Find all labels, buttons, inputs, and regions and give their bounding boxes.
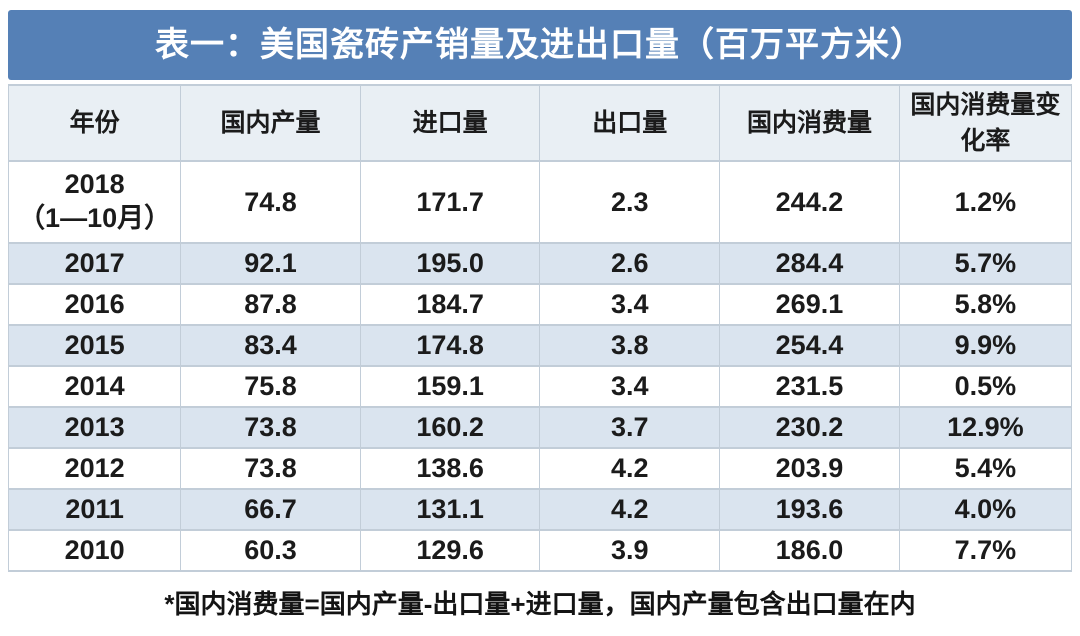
change-rate-cell: 4.0% bbox=[898, 488, 1073, 531]
exports-cell: 3.4 bbox=[539, 283, 721, 326]
year-cell: 2013 bbox=[7, 406, 182, 449]
production-cell: 83.4 bbox=[180, 324, 361, 367]
exports-cell: 3.8 bbox=[539, 324, 721, 367]
year-cell: 2018 （1—10月） bbox=[7, 160, 182, 244]
table-footnote: *国内消费量=国内产量-出口量+进口量，国内产量包含出口量在内 bbox=[164, 589, 916, 619]
table-row-2014: 2014 75.8 159.1 3.4 231.5 0.5% bbox=[7, 365, 1073, 408]
table-title-bar: 表一：美国瓷砖产销量及进出口量（百万平方米） bbox=[8, 10, 1072, 80]
year-cell: 2016 bbox=[7, 283, 182, 326]
year-cell: 2014 bbox=[7, 365, 182, 408]
data-table: 年份 国内产量 进口量 出口量 国内消费量 国内消费量变化率 2018 （1—1… bbox=[7, 84, 1073, 572]
table-row-2012: 2012 73.8 138.6 4.2 203.9 5.4% bbox=[7, 447, 1073, 490]
imports-cell: 138.6 bbox=[359, 447, 541, 490]
consumption-cell: 186.0 bbox=[719, 529, 900, 572]
production-cell: 73.8 bbox=[180, 406, 361, 449]
column-header-exports: 出口量 bbox=[539, 84, 721, 162]
table-row-2017: 2017 92.1 195.0 2.6 284.4 5.7% bbox=[7, 242, 1073, 285]
year-period-note: （1—10月） bbox=[18, 203, 172, 234]
consumption-cell: 230.2 bbox=[719, 406, 900, 449]
production-cell: 87.8 bbox=[180, 283, 361, 326]
table-body: 2018 （1—10月） 74.8 171.7 2.3 244.2 1.2% 2… bbox=[7, 160, 1073, 572]
change-rate-cell: 12.9% bbox=[898, 406, 1073, 449]
table-header: 年份 国内产量 进口量 出口量 国内消费量 国内消费量变化率 bbox=[7, 84, 1073, 162]
consumption-cell: 269.1 bbox=[719, 283, 900, 326]
table-row-2011: 2011 66.7 131.1 4.2 193.6 4.0% bbox=[7, 488, 1073, 531]
change-rate-cell: 1.2% bbox=[898, 160, 1073, 244]
production-cell: 92.1 bbox=[180, 242, 361, 285]
exports-cell: 3.7 bbox=[539, 406, 721, 449]
table-row-2018: 2018 （1—10月） 74.8 171.7 2.3 244.2 1.2% bbox=[7, 160, 1073, 244]
consumption-cell: 254.4 bbox=[719, 324, 900, 367]
change-rate-cell: 0.5% bbox=[898, 365, 1073, 408]
year-cell: 2011 bbox=[7, 488, 182, 531]
exports-cell: 4.2 bbox=[539, 447, 721, 490]
imports-cell: 129.6 bbox=[359, 529, 541, 572]
column-header-year: 年份 bbox=[7, 84, 182, 162]
change-rate-cell: 5.8% bbox=[898, 283, 1073, 326]
change-rate-cell: 7.7% bbox=[898, 529, 1073, 572]
imports-cell: 160.2 bbox=[359, 406, 541, 449]
exports-cell: 3.4 bbox=[539, 365, 721, 408]
exports-cell: 4.2 bbox=[539, 488, 721, 531]
table-title: 表一：美国瓷砖产销量及进出口量（百万平方米） bbox=[155, 26, 925, 64]
exports-cell: 2.6 bbox=[539, 242, 721, 285]
year-cell: 2015 bbox=[7, 324, 182, 367]
year-cell: 2012 bbox=[7, 447, 182, 490]
table-row-2015: 2015 83.4 174.8 3.8 254.4 9.9% bbox=[7, 324, 1073, 367]
consumption-cell: 231.5 bbox=[719, 365, 900, 408]
column-header-production: 国内产量 bbox=[180, 84, 361, 162]
production-cell: 73.8 bbox=[180, 447, 361, 490]
consumption-cell: 244.2 bbox=[719, 160, 900, 244]
exports-cell: 3.9 bbox=[539, 529, 721, 572]
year-value: 2018 bbox=[64, 169, 125, 200]
change-rate-cell: 9.9% bbox=[898, 324, 1073, 367]
consumption-cell: 203.9 bbox=[719, 447, 900, 490]
imports-cell: 174.8 bbox=[359, 324, 541, 367]
production-cell: 75.8 bbox=[180, 365, 361, 408]
exports-cell: 2.3 bbox=[539, 160, 721, 244]
production-cell: 66.7 bbox=[180, 488, 361, 531]
table-row-2016: 2016 87.8 184.7 3.4 269.1 5.8% bbox=[7, 283, 1073, 326]
imports-cell: 184.7 bbox=[359, 283, 541, 326]
table-row-2010: 2010 60.3 129.6 3.9 186.0 7.7% bbox=[7, 529, 1073, 572]
consumption-cell: 284.4 bbox=[719, 242, 900, 285]
header-row: 年份 国内产量 进口量 出口量 国内消费量 国内消费量变化率 bbox=[7, 84, 1073, 162]
column-header-change-rate: 国内消费量变化率 bbox=[898, 84, 1073, 162]
consumption-cell: 193.6 bbox=[719, 488, 900, 531]
table-row-2013: 2013 73.8 160.2 3.7 230.2 12.9% bbox=[7, 406, 1073, 449]
imports-cell: 195.0 bbox=[359, 242, 541, 285]
production-cell: 60.3 bbox=[180, 529, 361, 572]
change-rate-cell: 5.7% bbox=[898, 242, 1073, 285]
column-header-consumption: 国内消费量 bbox=[719, 84, 900, 162]
imports-cell: 171.7 bbox=[359, 160, 541, 244]
year-cell: 2010 bbox=[7, 529, 182, 572]
imports-cell: 159.1 bbox=[359, 365, 541, 408]
year-cell: 2017 bbox=[7, 242, 182, 285]
production-cell: 74.8 bbox=[180, 160, 361, 244]
column-header-imports: 进口量 bbox=[359, 84, 541, 162]
imports-cell: 131.1 bbox=[359, 488, 541, 531]
change-rate-cell: 5.4% bbox=[898, 447, 1073, 490]
